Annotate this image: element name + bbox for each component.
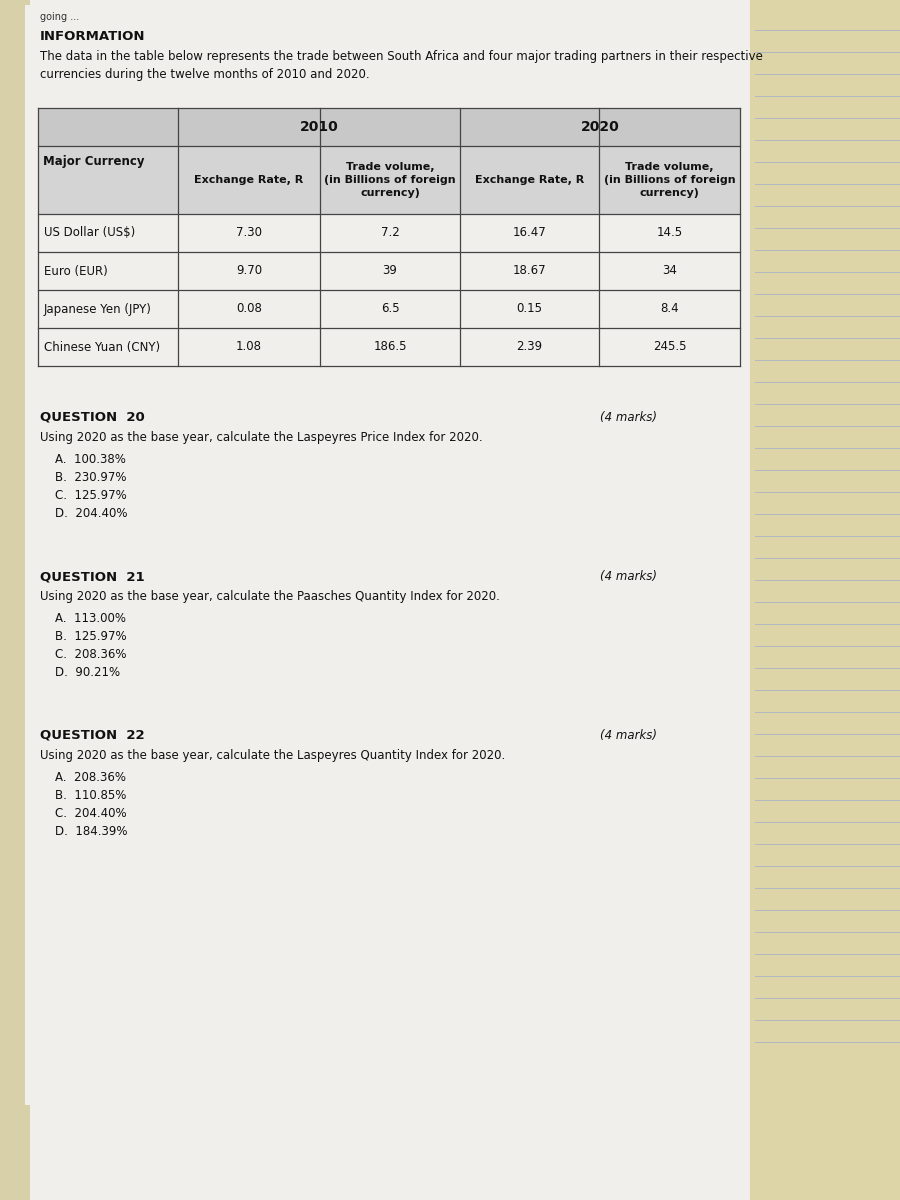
Text: 34: 34 [662, 264, 677, 277]
Text: A.  100.38%: A. 100.38% [55, 452, 126, 466]
FancyBboxPatch shape [0, 0, 30, 1200]
Text: B.  110.85%: B. 110.85% [55, 790, 126, 802]
Text: 16.47: 16.47 [513, 227, 546, 240]
Text: 245.5: 245.5 [652, 341, 686, 354]
Text: 2010: 2010 [300, 120, 338, 134]
FancyBboxPatch shape [460, 108, 599, 146]
Text: Using 2020 as the base year, calculate the Laspeyres Quantity Index for 2020.: Using 2020 as the base year, calculate t… [40, 749, 505, 762]
Text: D.  90.21%: D. 90.21% [55, 666, 120, 679]
FancyBboxPatch shape [38, 146, 178, 214]
Text: B.  125.97%: B. 125.97% [55, 630, 127, 643]
FancyBboxPatch shape [178, 108, 320, 146]
Text: (4 marks): (4 marks) [600, 410, 657, 424]
FancyBboxPatch shape [178, 146, 320, 214]
Text: Exchange Rate, R: Exchange Rate, R [194, 175, 303, 185]
Text: QUESTION  21: QUESTION 21 [40, 570, 145, 583]
FancyBboxPatch shape [599, 146, 740, 214]
Text: (4 marks): (4 marks) [600, 728, 657, 742]
Text: A.  208.36%: A. 208.36% [55, 770, 126, 784]
Text: 14.5: 14.5 [656, 227, 682, 240]
Text: The data in the table below represents the trade between South Africa and four m: The data in the table below represents t… [40, 50, 763, 80]
Text: 8.4: 8.4 [661, 302, 679, 316]
Text: 7.2: 7.2 [381, 227, 400, 240]
Text: C.  208.36%: C. 208.36% [55, 648, 127, 661]
Text: 1.08: 1.08 [236, 341, 262, 354]
Text: A.  113.00%: A. 113.00% [55, 612, 126, 625]
Text: 6.5: 6.5 [381, 302, 400, 316]
FancyBboxPatch shape [25, 5, 745, 1105]
Text: 39: 39 [382, 264, 398, 277]
FancyBboxPatch shape [750, 0, 900, 1200]
Text: 9.70: 9.70 [236, 264, 262, 277]
Text: QUESTION  22: QUESTION 22 [40, 728, 145, 742]
Text: going ...: going ... [40, 12, 79, 22]
Text: INFORMATION: INFORMATION [40, 30, 146, 43]
Text: Using 2020 as the base year, calculate the Laspeyres Price Index for 2020.: Using 2020 as the base year, calculate t… [40, 431, 482, 444]
Text: C.  204.40%: C. 204.40% [55, 806, 127, 820]
FancyBboxPatch shape [599, 108, 740, 146]
Text: Japanese Yen (JPY): Japanese Yen (JPY) [44, 302, 152, 316]
Text: B.  230.97%: B. 230.97% [55, 470, 127, 484]
Text: QUESTION  20: QUESTION 20 [40, 410, 145, 424]
Text: 2020: 2020 [580, 120, 619, 134]
Text: Trade volume,
(in Billions of foreign
currency): Trade volume, (in Billions of foreign cu… [604, 162, 735, 198]
Text: Major Currency: Major Currency [43, 155, 145, 168]
Text: 2.39: 2.39 [517, 341, 543, 354]
Text: D.  184.39%: D. 184.39% [55, 826, 128, 838]
Text: 186.5: 186.5 [374, 341, 407, 354]
FancyBboxPatch shape [320, 146, 460, 214]
FancyBboxPatch shape [460, 146, 599, 214]
Text: D.  204.40%: D. 204.40% [55, 506, 128, 520]
Text: Using 2020 as the base year, calculate the Paasches Quantity Index for 2020.: Using 2020 as the base year, calculate t… [40, 590, 500, 602]
Text: Euro (EUR): Euro (EUR) [44, 264, 108, 277]
Text: (4 marks): (4 marks) [600, 570, 657, 583]
Text: US Dollar (US$): US Dollar (US$) [44, 227, 135, 240]
Text: 18.67: 18.67 [513, 264, 546, 277]
Text: 0.08: 0.08 [236, 302, 262, 316]
FancyBboxPatch shape [320, 108, 460, 146]
Text: Exchange Rate, R: Exchange Rate, R [475, 175, 584, 185]
Text: 7.30: 7.30 [236, 227, 262, 240]
Text: C.  125.97%: C. 125.97% [55, 490, 127, 502]
Text: Trade volume,
(in Billions of foreign
currency): Trade volume, (in Billions of foreign cu… [324, 162, 455, 198]
FancyBboxPatch shape [38, 108, 178, 146]
Text: Chinese Yuan (CNY): Chinese Yuan (CNY) [44, 341, 160, 354]
Text: 0.15: 0.15 [517, 302, 543, 316]
